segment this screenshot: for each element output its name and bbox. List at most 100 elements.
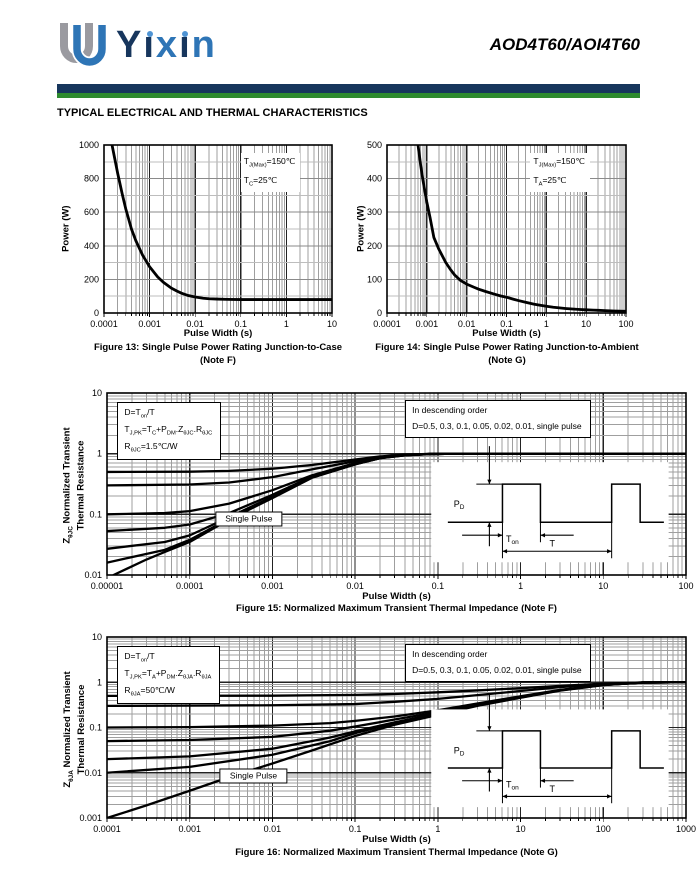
svg-text:Ton: Ton	[506, 534, 519, 546]
pulse-waveform-inset: PD Ton T	[431, 446, 669, 563]
logo-i-dot	[182, 31, 189, 37]
svg-text:PD: PD	[454, 499, 465, 511]
svg-text:100: 100	[618, 319, 633, 329]
svg-text:0.01: 0.01	[346, 581, 364, 591]
svg-text:1: 1	[435, 824, 440, 834]
brand-rule	[57, 84, 640, 98]
svg-text:100: 100	[596, 824, 611, 834]
series-single-pulse	[112, 452, 686, 575]
figure-16-x-axis-label: Pulse Width (s)	[362, 834, 431, 845]
annotation-box: In descending order D=0.5, 0.3, 0.1, 0.05…	[405, 400, 591, 438]
annotation: TJ(Max)=150℃ TA=25℃	[530, 153, 590, 193]
logo-u-icon	[60, 23, 108, 68]
y-axis-label: ZθJA Normalized Transient Thermal Resista…	[61, 670, 87, 788]
figure-15-caption: Figure 15: Normalized Maximum Transient …	[236, 603, 557, 614]
svg-text:1: 1	[518, 581, 523, 591]
figure-14-chart: 0.0001 0.001 0.01 0.1 1 10 100 500 400 300 200 100 0…	[352, 138, 660, 378]
svg-text:10: 10	[516, 824, 526, 834]
figure-15-chart: PD Ton T 0.00001 0.0001 0.001 0.01 0.1 1 10 100 10 1…	[57, 388, 693, 630]
svg-text:0.01: 0.01	[84, 768, 102, 778]
figure-14: 0.0001 0.001 0.01 0.1 1 10 100 500 400 300 200 100 0…	[352, 138, 660, 378]
annotation: TJ(Max)=150℃ TC=25℃	[240, 153, 301, 193]
series-single-pulse	[110, 145, 332, 301]
svg-text:300: 300	[367, 207, 382, 217]
svg-text:0.001: 0.001	[138, 319, 161, 329]
svg-text:10: 10	[581, 319, 591, 329]
svg-text:200: 200	[367, 241, 382, 251]
svg-text:0.01: 0.01	[186, 319, 204, 329]
svg-text:500: 500	[367, 140, 382, 150]
figure-15-x-axis-label: Pulse Width (s)	[362, 591, 431, 602]
y-axis-label: Power (W)	[355, 205, 367, 252]
svg-text:0.1: 0.1	[89, 723, 102, 733]
svg-text:0.001: 0.001	[416, 319, 439, 329]
svg-text:0.0001: 0.0001	[176, 581, 204, 591]
svg-text:10: 10	[92, 388, 102, 398]
logo-letter: Y	[116, 24, 144, 66]
svg-text:0.01: 0.01	[84, 570, 102, 580]
rule-navy-bar	[57, 84, 640, 93]
svg-text:0.01: 0.01	[264, 824, 282, 834]
annotation-box: D=Ton/T TJ,PK=TC+PDM.ZθJC.RθJC RθJC=1.5℃/W	[117, 402, 222, 461]
svg-text:400: 400	[367, 174, 382, 184]
figure-14-x-axis-label: Pulse Width (s)	[472, 328, 541, 339]
svg-text:0.00001: 0.00001	[91, 581, 124, 591]
svg-text:0.1: 0.1	[432, 581, 445, 591]
svg-text:0.001: 0.001	[178, 824, 201, 834]
svg-text:0.01: 0.01	[458, 319, 476, 329]
svg-text:T: T	[550, 784, 556, 794]
svg-text:1: 1	[544, 319, 549, 329]
rule-green-bar	[57, 93, 640, 98]
logo-i-dot	[146, 31, 153, 37]
svg-text:0.0001: 0.0001	[90, 319, 118, 329]
svg-text:0: 0	[94, 308, 99, 318]
figure-13-x-axis-label: Pulse Width (s)	[183, 328, 253, 339]
svg-text:0.1: 0.1	[349, 824, 362, 834]
y-axis-label: Power (W)	[60, 205, 72, 252]
svg-text:0.001: 0.001	[261, 581, 284, 591]
single-pulse-label: Single Pulse	[215, 511, 283, 527]
svg-text:0.001: 0.001	[79, 813, 102, 823]
svg-text:0.1: 0.1	[235, 319, 248, 329]
figure-13-chart: 0.0001 0.001 0.01 0.1 1 10 1000 800 600 400 200 0 Po…	[57, 138, 357, 378]
svg-text:100: 100	[678, 581, 693, 591]
svg-text:600: 600	[84, 207, 99, 217]
figure-16-chart: PD Ton T 0.0001 0.001 0.01 0.1 1 10 100 1000 10 1 0.1…	[57, 632, 696, 869]
logo-letter: ı	[143, 24, 156, 66]
logo-letter: x	[155, 24, 180, 66]
svg-text:10: 10	[92, 632, 102, 642]
figure-14-caption: Figure 14: Single Pulse Power Rating Jun…	[375, 342, 639, 366]
svg-text:100: 100	[367, 274, 382, 284]
figure-15: PD Ton T 0.00001 0.0001 0.001 0.01 0.1 1 10 100 10 1…	[57, 388, 693, 630]
svg-text:Ton: Ton	[506, 780, 519, 792]
part-number: AOD4T60/AOI4T60	[489, 35, 640, 54]
svg-text:T: T	[550, 539, 556, 549]
logo-letter: ı	[179, 24, 192, 66]
svg-text:1000: 1000	[79, 140, 99, 150]
svg-text:10: 10	[598, 581, 608, 591]
y-axis-label: ZθJC Normalized Transient Thermal Resista…	[61, 427, 87, 544]
svg-text:10: 10	[327, 319, 337, 329]
figure-13-caption: Figure 13: Single Pulse Power Rating Jun…	[93, 342, 343, 366]
svg-text:1: 1	[284, 319, 289, 329]
figure-13: 0.0001 0.001 0.01 0.1 1 10 1000 800 600 400 200 0 Po…	[57, 138, 357, 378]
figure-16: PD Ton T 0.0001 0.001 0.01 0.1 1 10 100 1000 10 1 0.1…	[57, 632, 696, 869]
annotation-box: D=Ton/T TJ,PK=TA+PDM.ZθJA.RθJA RθJA=50℃/W	[117, 646, 221, 705]
svg-text:1: 1	[97, 677, 102, 687]
single-pulse-label: Single Pulse	[219, 768, 288, 784]
svg-text:1000: 1000	[676, 824, 696, 834]
chart-canvas: 0.0001 0.001 0.01 0.1 1 10 1000 800 600 400 200 0	[79, 140, 337, 329]
svg-text:0: 0	[377, 308, 382, 318]
pulse-waveform-inset: PD Ton T	[431, 693, 669, 808]
svg-text:1: 1	[97, 449, 102, 459]
series-single-pulse	[107, 681, 686, 818]
svg-text:0.1: 0.1	[500, 319, 513, 329]
svg-text:0.0001: 0.0001	[93, 824, 121, 834]
section-title: TYPICAL ELECTRICAL AND THERMAL CHARACTER…	[57, 107, 368, 119]
logo-letter: n	[191, 24, 217, 66]
series-single-pulse	[416, 145, 626, 313]
svg-text:0.1: 0.1	[89, 509, 102, 519]
